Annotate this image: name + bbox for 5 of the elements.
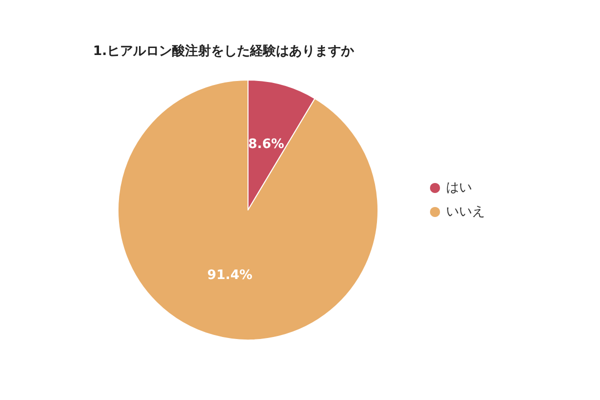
data-label: 8.6% [248,136,284,152]
data-label: 91.4% [207,268,252,284]
legend-label: いいえ [446,204,485,220]
legend-label: はい [446,180,472,196]
chart-title: 1.ヒアルロン酸注射をした経験はありますか [93,43,355,59]
